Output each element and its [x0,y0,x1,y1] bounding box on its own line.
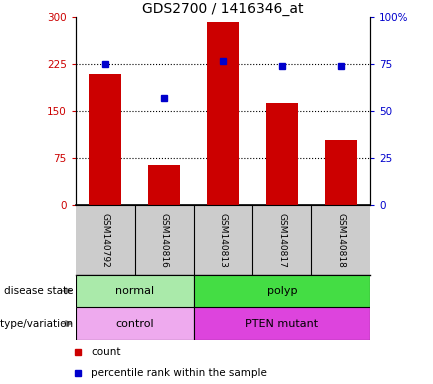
Text: genotype/variation: genotype/variation [0,318,74,329]
Text: PTEN mutant: PTEN mutant [246,318,318,329]
Text: polyp: polyp [267,286,297,296]
Bar [266,103,298,205]
Bar [194,275,370,307]
Bar [76,275,194,307]
Text: control: control [115,318,154,329]
Bar [148,165,180,205]
Bar [89,74,121,205]
Bar [207,22,239,205]
Text: GSM140818: GSM140818 [336,213,345,267]
Text: disease state: disease state [4,286,74,296]
Text: GSM140813: GSM140813 [219,213,227,267]
Text: percentile rank within the sample: percentile rank within the sample [91,368,267,378]
Bar [325,140,357,205]
Bar [76,307,194,340]
Text: normal: normal [115,286,154,296]
Text: GSM140816: GSM140816 [160,213,168,267]
Title: GDS2700 / 1416346_at: GDS2700 / 1416346_at [142,2,304,16]
Text: GSM140792: GSM140792 [101,213,110,267]
Text: count: count [91,347,120,357]
Bar [194,307,370,340]
Text: GSM140817: GSM140817 [278,213,286,267]
